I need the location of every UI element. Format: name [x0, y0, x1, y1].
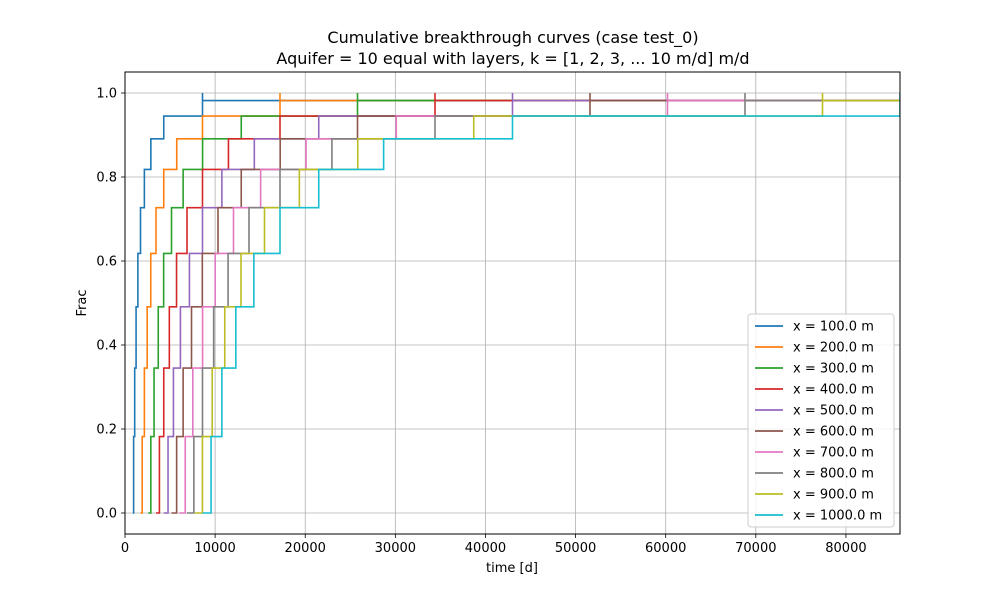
series-line-100	[132, 93, 900, 514]
legend-entry-label: x = 800.0 m	[793, 467, 874, 482]
x-tick-label: 40000	[465, 541, 506, 556]
series-line-200	[140, 93, 900, 514]
x-tick-label: 10000	[194, 541, 235, 556]
legend-entry-label: x = 1000.0 m	[793, 509, 882, 524]
x-axis-label: time [d]	[486, 561, 538, 576]
x-tick-label: 50000	[555, 541, 596, 556]
x-tick-label: 80000	[825, 541, 866, 556]
y-tick-label: 0.4	[96, 339, 117, 354]
series-line-300	[148, 93, 900, 514]
legend-entry-label: x = 500.0 m	[793, 404, 874, 419]
y-tick-label: 1.0	[96, 87, 117, 102]
legend-entry-label: x = 400.0 m	[793, 383, 874, 398]
legend-entry-label: x = 700.0 m	[793, 446, 874, 461]
x-tick-label: 20000	[285, 541, 326, 556]
legend-entry-label: x = 600.0 m	[793, 425, 874, 440]
series-line-700	[179, 93, 900, 514]
legend-box	[747, 313, 895, 528]
x-tick-label: 70000	[735, 541, 776, 556]
legend: x = 100.0 m x = 200.0 m x = 300.0 m x = 400…	[747, 313, 895, 528]
x-axis-ticks: 0 10000 20000 30000 40000 50000 60000 70000 8000…	[121, 534, 867, 556]
plot-frame	[124, 71, 901, 535]
legend-entry-label: x = 900.0 m	[793, 488, 874, 503]
chart-title-line-2: Aquifer = 10 equal with layers, k = [1, …	[276, 49, 749, 68]
y-tick-label: 0.0	[96, 507, 117, 522]
series-layer	[132, 93, 900, 514]
y-axis-ticks: 0.0 0.2 0.4 0.6 0.8 1.0	[96, 87, 125, 522]
legend-entry-label: x = 200.0 m	[793, 341, 874, 356]
y-tick-label: 0.8	[96, 171, 117, 186]
chart-title-line-1: Cumulative breakthrough curves (case tes…	[327, 28, 698, 48]
x-tick-label: 30000	[375, 541, 416, 556]
series-line-500	[163, 93, 900, 514]
legend-entry-label: x = 300.0 m	[793, 362, 874, 377]
x-tick-label: 60000	[645, 541, 686, 556]
series-line-1000	[202, 93, 900, 514]
legend-entry-label: x = 100.0 m	[793, 320, 874, 335]
y-axis-label: Frac	[75, 290, 90, 317]
x-tick-label: 0	[121, 541, 129, 556]
series-line-400	[156, 93, 900, 514]
y-tick-label: 0.6	[96, 255, 117, 270]
series-line-600	[171, 93, 900, 514]
y-tick-label: 0.2	[96, 423, 117, 438]
